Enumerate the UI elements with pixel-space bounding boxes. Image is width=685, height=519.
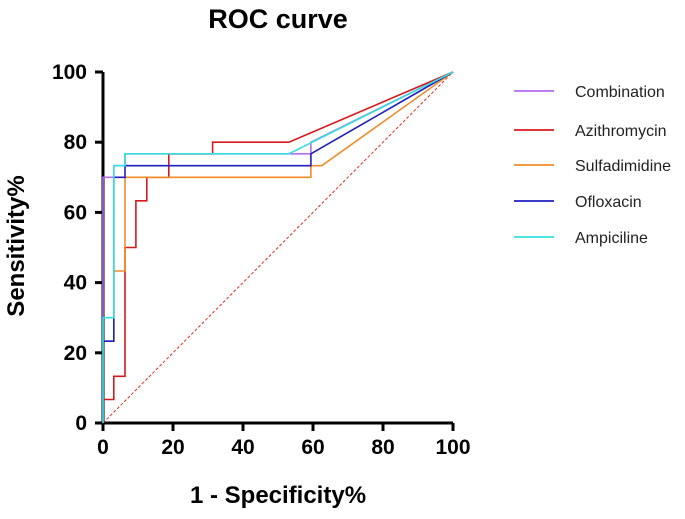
x-tick-label: 0: [97, 436, 109, 459]
axes: 0 20 40 60 80 100 0 20 40 60 80 100: [52, 61, 471, 459]
y-tick-label: 80: [64, 131, 87, 154]
y-tick-label: 40: [64, 272, 87, 295]
reference-line-group: [102, 71, 454, 424]
legend: Combination Azithromycin Sulfadimidine Oflo…: [514, 84, 671, 247]
x-tick-label: 40: [231, 436, 254, 459]
legend-label: Combination: [575, 84, 665, 101]
x-tick-label: 20: [161, 436, 184, 459]
chart-title: ROC curve: [208, 4, 348, 34]
x-tick-label: 60: [301, 436, 324, 459]
legend-label: Ofloxacin: [575, 194, 642, 211]
series-group: [102, 71, 454, 423]
legend-label: Sulfadimidine: [575, 158, 671, 175]
reference-diagonal-line: [102, 71, 454, 424]
y-tick-label: 60: [64, 201, 87, 224]
series-line-azithromycin: [102, 71, 454, 423]
x-tick-label: 100: [435, 436, 470, 459]
y-tick-label: 20: [64, 342, 87, 365]
y-axis-label: Sensitivity%: [3, 175, 30, 316]
x-axis-label: 1 - Specificity%: [190, 482, 366, 509]
legend-label: Azithromycin: [575, 123, 667, 140]
series-line-ampiciline: [102, 71, 454, 423]
y-tick-label: 0: [75, 412, 87, 435]
series-line-ofloxacin: [102, 71, 454, 423]
legend-label: Ampiciline: [575, 230, 648, 247]
y-tick-label: 100: [52, 61, 87, 84]
x-tick-label: 80: [371, 436, 394, 459]
